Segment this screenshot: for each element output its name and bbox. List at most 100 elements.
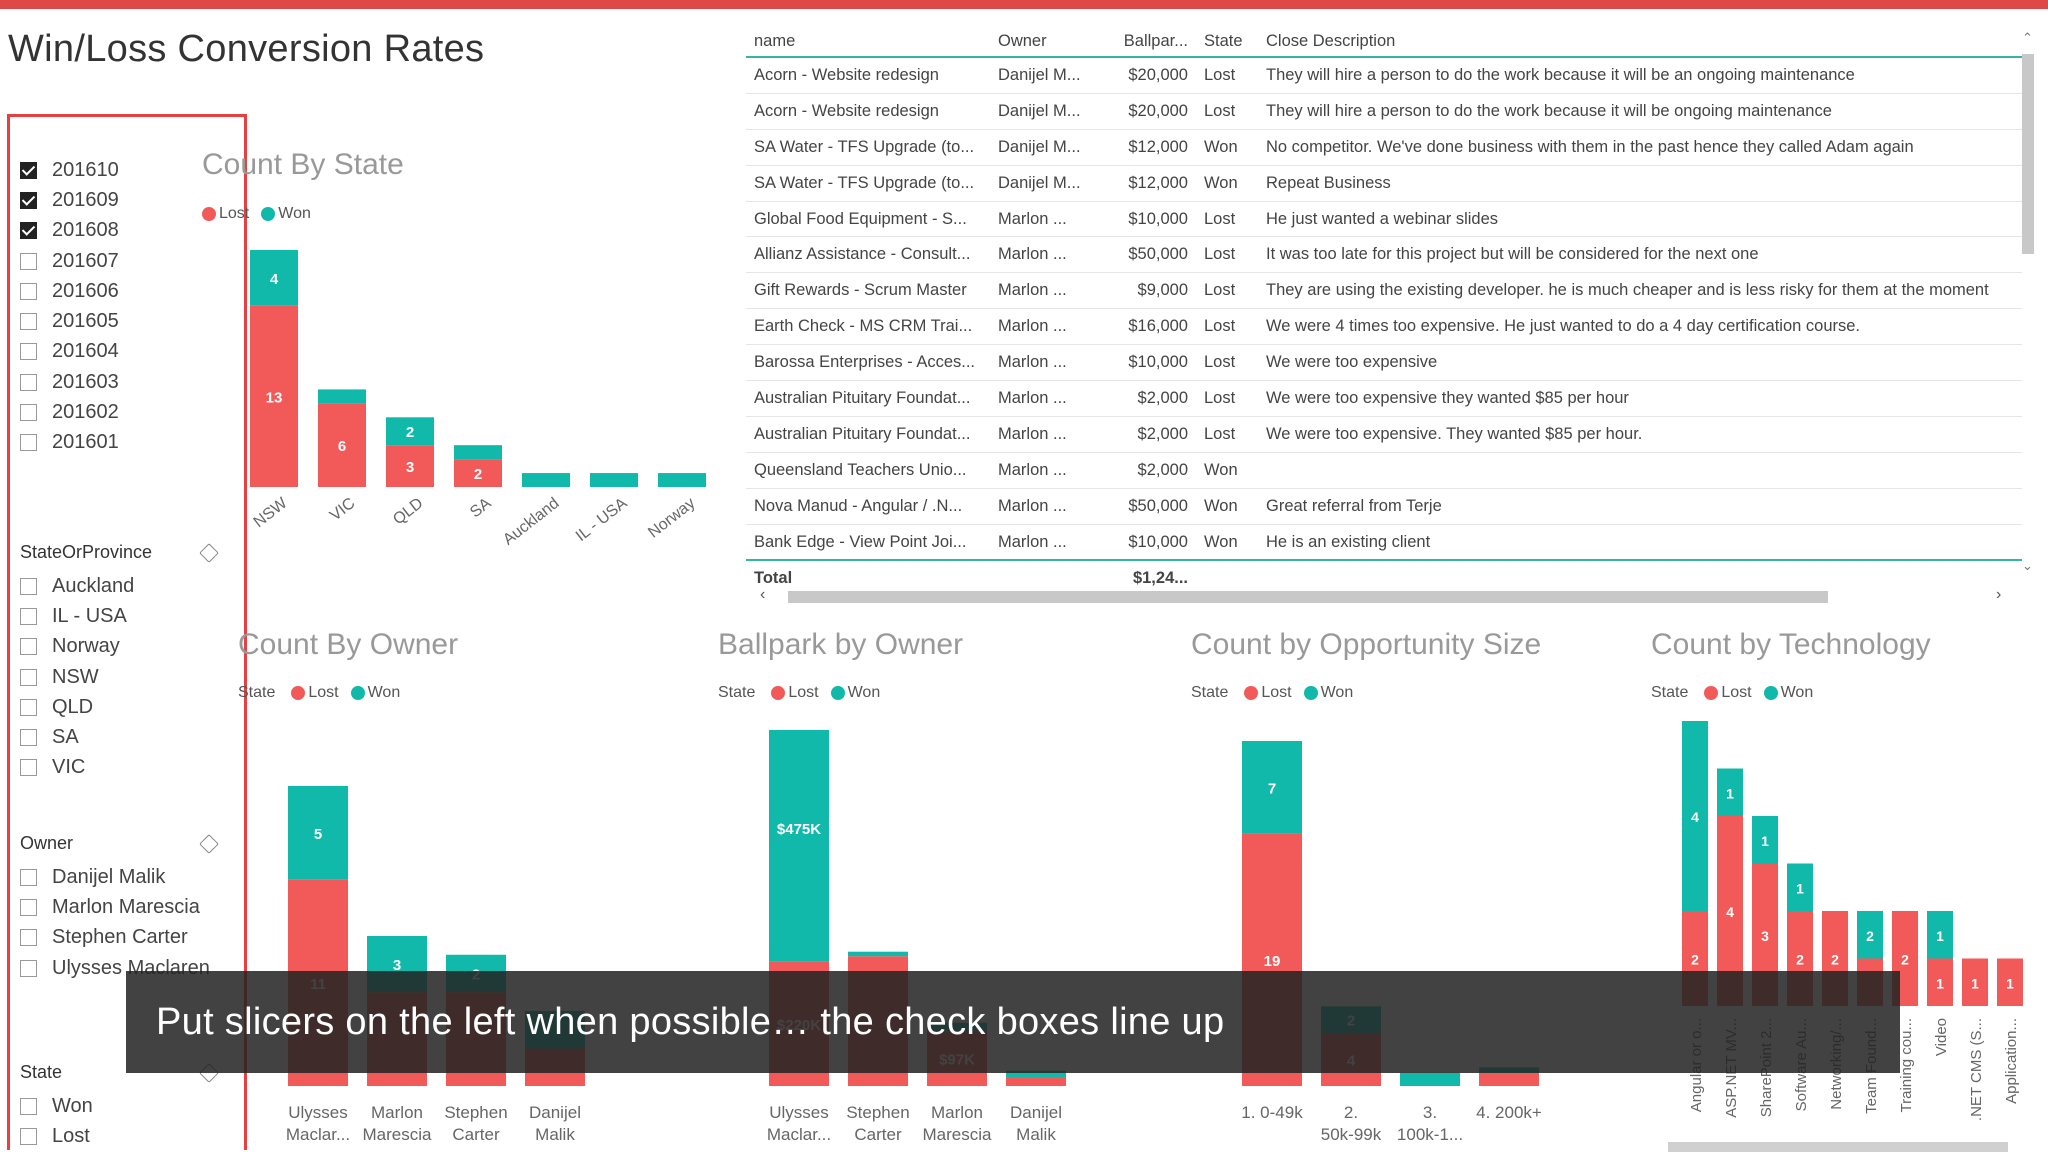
- owner-slicer-item[interactable]: Stephen Carter: [20, 923, 210, 953]
- checkbox[interactable]: [20, 222, 37, 240]
- date-slicer-item[interactable]: 201604: [20, 337, 119, 367]
- checkbox[interactable]: [20, 373, 37, 391]
- checkbox[interactable]: [20, 698, 37, 716]
- legend-lost[interactable]: Lost: [291, 684, 339, 702]
- checkbox[interactable]: [20, 607, 37, 625]
- bar-won: [318, 389, 366, 404]
- table-row[interactable]: Acorn - Website redesign Danijel M... $20,…: [746, 57, 2022, 94]
- category-label-line: 100k-1...: [1397, 1125, 1463, 1144]
- date-slicer-item[interactable]: 201610: [20, 155, 119, 185]
- checkbox[interactable]: [20, 434, 37, 452]
- table-row[interactable]: Global Food Equipment - S... Marlon ... $1…: [746, 201, 2022, 238]
- column-header-close-description[interactable]: Close Description: [1258, 26, 2022, 58]
- state-province-slicer-item[interactable]: IL - USA: [20, 601, 134, 631]
- checkbox[interactable]: [20, 404, 37, 422]
- scroll-up-icon[interactable]: ⌃: [2022, 30, 2033, 45]
- legend-lost[interactable]: Lost: [202, 205, 249, 223]
- checkbox[interactable]: [20, 929, 37, 947]
- date-slicer-item[interactable]: 201606: [20, 276, 119, 306]
- checkbox[interactable]: [20, 577, 37, 595]
- state-province-slicer-item[interactable]: QLD: [20, 692, 134, 722]
- checkbox[interactable]: [20, 898, 37, 916]
- checkbox[interactable]: [20, 1097, 37, 1115]
- cell-ballpark: $50,000: [1100, 488, 1196, 525]
- table-row[interactable]: Barossa Enterprises - Acces... Marlon ...…: [746, 344, 2022, 382]
- table-row[interactable]: Gift Rewards - Scrum Master Marlon ... $9,…: [746, 272, 2022, 310]
- cell-state: Lost: [1196, 344, 1258, 382]
- legend-won[interactable]: Won: [350, 684, 400, 702]
- clear-filter-icon[interactable]: [199, 542, 219, 563]
- checkbox[interactable]: [20, 191, 37, 209]
- category-label-line: Ulysses: [288, 1103, 348, 1122]
- date-slicer-item-label: 201606: [52, 279, 119, 302]
- checkbox[interactable]: [20, 868, 37, 886]
- state-slicer-item[interactable]: Won: [20, 1091, 93, 1121]
- table-row[interactable]: Allianz Assistance - Consult... Marlon ..…: [746, 236, 2022, 274]
- scroll-right-icon[interactable]: ›: [1996, 586, 2002, 603]
- checkbox[interactable]: [20, 1127, 37, 1145]
- legend-lost[interactable]: Lost: [1704, 684, 1752, 702]
- state-slicer-item[interactable]: Lost: [20, 1121, 93, 1151]
- state-province-slicer-item[interactable]: NSW: [20, 662, 134, 692]
- checkbox[interactable]: [20, 668, 37, 686]
- scroll-down-icon[interactable]: ⌄: [2022, 558, 2033, 573]
- owner-slicer-item[interactable]: Marlon Marescia: [20, 892, 210, 922]
- date-slicer-item[interactable]: 201602: [20, 397, 119, 427]
- state-province-slicer-item[interactable]: SA: [20, 722, 134, 752]
- table-row[interactable]: Nova Manud - Angular / .N... Marlon ... $5…: [746, 488, 2022, 525]
- ballpark-by-owner-chart[interactable]: $220K$475KUlyssesMaclar...StephenCarter$…: [750, 730, 1090, 1150]
- date-slicer-item[interactable]: 201603: [20, 367, 119, 397]
- checkbox[interactable]: [20, 343, 37, 361]
- clear-filter-icon[interactable]: [199, 833, 219, 854]
- table-row[interactable]: Earth Check - MS CRM Trai... Marlon ... $1…: [746, 308, 2022, 346]
- count-by-technology-chart[interactable]: 24Angular or o...41ASP.NET MV...31ShareP…: [1670, 720, 2040, 1150]
- legend-won[interactable]: Won: [830, 684, 880, 702]
- data-label: 6: [338, 438, 346, 455]
- checkbox[interactable]: [20, 729, 37, 747]
- checkbox[interactable]: [20, 638, 37, 656]
- legend-won[interactable]: Won: [1303, 684, 1353, 702]
- date-slicer-item[interactable]: 201608: [20, 216, 119, 246]
- checkbox[interactable]: [20, 252, 37, 270]
- checkbox[interactable]: [20, 161, 37, 179]
- legend-won[interactable]: Won: [261, 205, 311, 223]
- legend-lost[interactable]: Lost: [771, 684, 819, 702]
- state-province-slicer-item[interactable]: Norway: [20, 632, 134, 662]
- checkbox[interactable]: [20, 759, 37, 777]
- checkbox[interactable]: [20, 959, 37, 977]
- date-slicer-item[interactable]: 201601: [20, 428, 119, 458]
- table-row[interactable]: SA Water - TFS Upgrade (to... Danijel M..…: [746, 129, 2022, 166]
- state-province-slicer-item[interactable]: VIC: [20, 753, 134, 783]
- scrollbar-thumb[interactable]: [788, 591, 1828, 603]
- date-slicer-item[interactable]: 201605: [20, 306, 119, 336]
- legend-won[interactable]: Won: [1763, 684, 1813, 702]
- table-row[interactable]: Acorn - Website redesign Danijel M... $20,…: [746, 93, 2022, 130]
- date-slicer-item[interactable]: 201609: [20, 185, 119, 215]
- count-by-owner-chart[interactable]: 115UlyssesMaclar...3MarlonMarescia2Steph…: [270, 730, 610, 1150]
- table-row[interactable]: Australian Pituitary Foundat... Marlon ..…: [746, 380, 2022, 417]
- owner-slicer-item[interactable]: Danijel Malik: [20, 862, 210, 892]
- page-scrollbar[interactable]: [1668, 1142, 2008, 1152]
- legend-lost[interactable]: Lost: [1244, 684, 1292, 702]
- table-row[interactable]: Australian Pituitary Foundat... Marlon ..…: [746, 416, 2022, 453]
- legend-title: State: [238, 684, 276, 701]
- scroll-left-icon[interactable]: ‹: [760, 586, 766, 603]
- table-horizontal-scrollbar[interactable]: ‹ ›: [746, 586, 2012, 606]
- scrollbar-thumb[interactable]: [2022, 54, 2034, 254]
- column-header-name[interactable]: name: [746, 26, 990, 58]
- date-slicer-item[interactable]: 201607: [20, 246, 119, 276]
- checkbox[interactable]: [20, 282, 37, 300]
- table-row[interactable]: Queensland Teachers Unio... Marlon ... $2,…: [746, 452, 2022, 489]
- data-label: 1: [1936, 928, 1944, 944]
- checkbox[interactable]: [20, 313, 37, 331]
- column-header-state[interactable]: State: [1196, 26, 1258, 58]
- column-header-ballpark[interactable]: Ballpar...: [1100, 26, 1196, 58]
- table-vertical-scrollbar[interactable]: ⌃ ⌄: [2018, 30, 2040, 578]
- state-province-slicer-item[interactable]: Auckland: [20, 571, 134, 601]
- table-row[interactable]: SA Water - TFS Upgrade (to... Danijel M..…: [746, 165, 2022, 202]
- table-total-row: Total $1,24...: [746, 559, 2022, 596]
- count-by-state-chart[interactable]: 13 4 NSW 6 VIC 3 2 QLD 2 SA Auckland IL - USA Norway: [240, 250, 720, 570]
- column-header-owner[interactable]: Owner: [990, 26, 1100, 58]
- table-row[interactable]: Bank Edge - View Point Joi... Marlon ... $…: [746, 524, 2022, 561]
